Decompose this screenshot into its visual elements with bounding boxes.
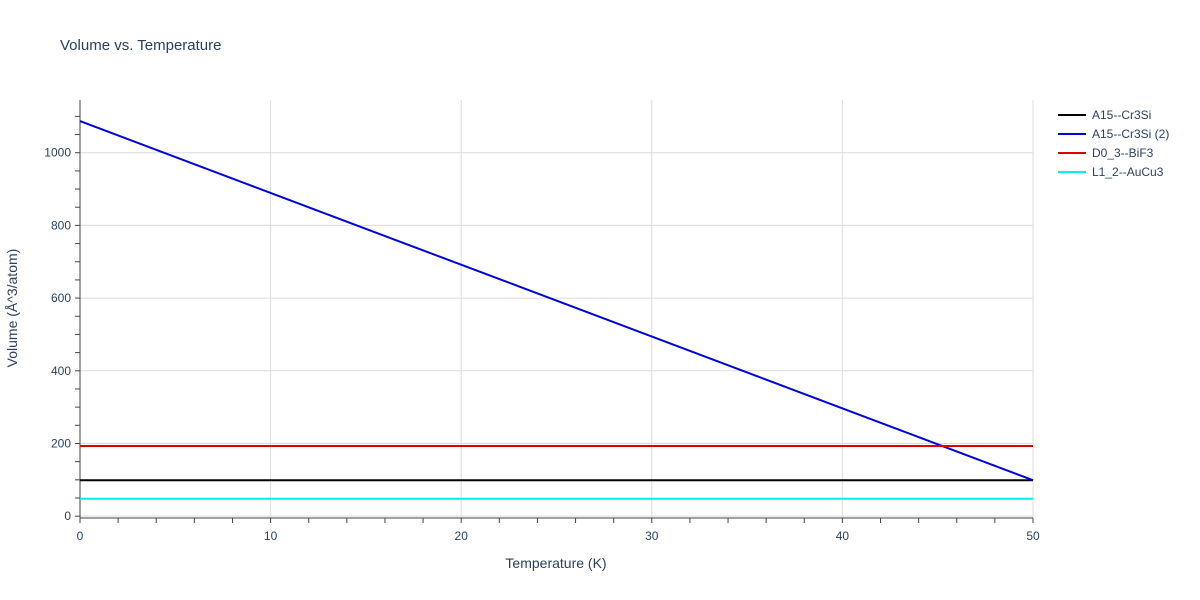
y-tick-label: 800 bbox=[51, 218, 71, 232]
x-tick-label: 30 bbox=[645, 529, 659, 543]
x-tick-label: 0 bbox=[77, 529, 84, 543]
x-axis-title: Temperature (K) bbox=[505, 555, 606, 571]
x-tick-label: 50 bbox=[1026, 529, 1040, 543]
legend-item[interactable]: D0_3--BiF3 bbox=[1058, 146, 1154, 160]
legend-item[interactable]: A15--Cr3Si bbox=[1058, 108, 1151, 122]
legend-label: A15--Cr3Si bbox=[1092, 108, 1151, 122]
grid bbox=[80, 100, 1034, 518]
series-line-2 bbox=[79, 120, 1034, 482]
x-tick-label: 40 bbox=[836, 529, 850, 543]
legend-item[interactable]: L1_2--AuCu3 bbox=[1058, 165, 1164, 179]
x-tick-label: 10 bbox=[264, 529, 278, 543]
y-tick-label: 600 bbox=[51, 291, 71, 305]
y-axis-title: Volume (Å^3/atom) bbox=[4, 249, 20, 368]
legend-label: D0_3--BiF3 bbox=[1092, 146, 1154, 160]
y-tick-label: 400 bbox=[51, 364, 71, 378]
legend-item[interactable]: A15--Cr3Si (2) bbox=[1058, 127, 1169, 141]
y-tick-label: 0 bbox=[64, 509, 71, 523]
axes: 0 10 20 30 40 50 0 200 400 600 800 1000 bbox=[44, 100, 1040, 543]
legend-label: A15--Cr3Si (2) bbox=[1092, 127, 1169, 141]
legend: A15--Cr3Si A15--Cr3Si (2) D0_3--BiF3 L1_2--… bbox=[1058, 108, 1169, 179]
legend-label: L1_2--AuCu3 bbox=[1092, 165, 1164, 179]
chart-title: Volume vs. Temperature bbox=[60, 37, 221, 54]
y-tick-label: 1000 bbox=[44, 146, 71, 160]
y-tick-label: 200 bbox=[51, 436, 71, 450]
x-tick-label: 20 bbox=[455, 529, 469, 543]
plot-area bbox=[79, 120, 1034, 500]
